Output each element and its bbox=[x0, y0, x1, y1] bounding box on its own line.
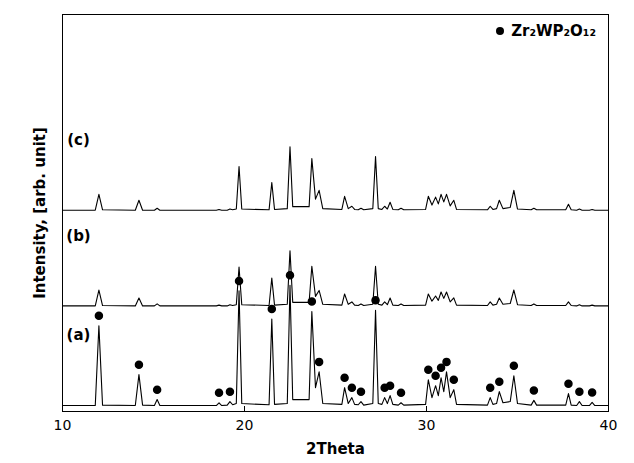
svg-text:30: 30 bbox=[418, 417, 436, 433]
svg-text:(c): (c) bbox=[67, 131, 90, 149]
svg-text:20: 20 bbox=[236, 417, 254, 433]
html-text:Zr₂WP₂O₁₂: Zr₂WP₂O₁₂ bbox=[511, 22, 596, 40]
svg-text:Intensity, [arb. unit]: Intensity, [arb. unit] bbox=[31, 127, 49, 299]
svg-text:(b): (b) bbox=[66, 227, 90, 245]
svg-text:40: 40 bbox=[600, 417, 618, 433]
svg-text:(a): (a) bbox=[67, 326, 91, 344]
svg-text:10: 10 bbox=[54, 417, 72, 433]
svg-text:2Theta: 2Theta bbox=[306, 440, 365, 458]
